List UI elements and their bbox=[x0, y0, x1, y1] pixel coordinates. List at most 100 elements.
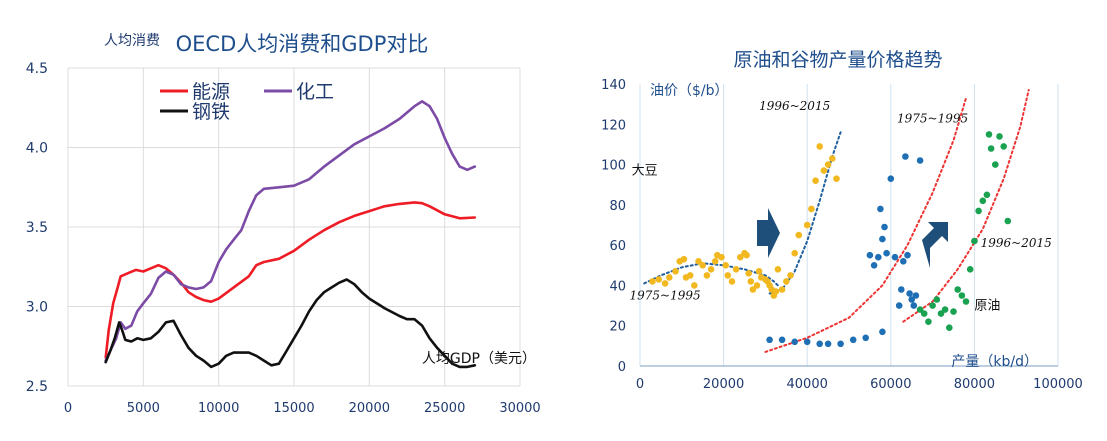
soybean-point bbox=[749, 286, 757, 293]
grain-point bbox=[975, 207, 982, 215]
soybean-point bbox=[743, 251, 750, 259]
soybean-point bbox=[816, 143, 823, 150]
crude-oil-point bbox=[902, 153, 909, 160]
soybean-point bbox=[695, 258, 702, 265]
right-ytick-label: 0 bbox=[618, 360, 626, 375]
grain-point bbox=[933, 296, 941, 303]
soybean-point bbox=[699, 262, 706, 269]
right-annotation: 大豆 bbox=[632, 164, 658, 179]
oil-trend-1996-2015 bbox=[902, 89, 1030, 323]
soybean-point bbox=[812, 177, 819, 184]
soybean-point bbox=[824, 161, 832, 168]
left-ytick-label: 2.5 bbox=[26, 379, 48, 395]
legend-label-chemical: 化工 bbox=[296, 81, 334, 103]
grain-point bbox=[958, 292, 966, 299]
soybean-point bbox=[718, 253, 725, 261]
left-ytick-label: 3.5 bbox=[26, 220, 48, 236]
grain-point bbox=[1004, 217, 1012, 225]
left-ytick-label: 4.0 bbox=[26, 141, 48, 157]
grain-point bbox=[983, 191, 991, 199]
soybean-point bbox=[707, 266, 715, 273]
steel-line bbox=[104, 278, 477, 369]
soybean-point bbox=[661, 280, 669, 287]
legend-label-steel: 钢铁 bbox=[192, 101, 230, 123]
left-xtick-label: 20000 bbox=[349, 401, 390, 416]
soybean-point bbox=[778, 286, 786, 293]
grain-point bbox=[966, 266, 974, 273]
right-annotation: 1975~1995 bbox=[897, 111, 968, 125]
soybean-point bbox=[686, 272, 694, 279]
soybean-point bbox=[787, 272, 794, 279]
soybean-point bbox=[755, 268, 763, 275]
right-ytick-label: 80 bbox=[609, 199, 626, 214]
crude-oil-point bbox=[877, 205, 884, 213]
grain-point bbox=[992, 161, 999, 168]
soybean-point bbox=[672, 268, 679, 275]
soybean-point bbox=[774, 266, 782, 273]
soybean-point bbox=[722, 262, 729, 269]
shift-arrow-right-icon bbox=[757, 208, 780, 258]
soybean-point bbox=[655, 276, 663, 283]
right-annotation: 1975~1995 bbox=[630, 289, 701, 303]
crude-oil-point bbox=[906, 290, 913, 297]
grain-point bbox=[985, 131, 993, 138]
crude-oil-point bbox=[875, 253, 882, 261]
crude-oil-point bbox=[904, 251, 911, 259]
soybean-point bbox=[666, 274, 673, 281]
left-plot-area: 0 5000 10000 15000 20000 25000 30000 2.5 3.0 3.5 4… bbox=[26, 61, 541, 416]
right-xtick-label: 20000 bbox=[703, 377, 744, 392]
crude-oil-point bbox=[912, 292, 920, 299]
crude-oil-point bbox=[849, 336, 857, 344]
crude-oil-point bbox=[791, 338, 798, 346]
crude-oil-point bbox=[887, 175, 895, 182]
shift-arrow-upright-icon bbox=[922, 222, 948, 268]
soybean-point bbox=[772, 288, 780, 295]
right-xlabel: 产量（kb/d） bbox=[951, 354, 1038, 370]
right-annotation: 原油 bbox=[974, 299, 1000, 314]
chemical-line bbox=[104, 100, 477, 362]
crude-oil-point bbox=[879, 235, 886, 243]
soybean-point bbox=[803, 221, 811, 229]
left-ylabel: 人均消费 bbox=[104, 33, 160, 49]
grain-point bbox=[954, 286, 961, 293]
right-ytick-label: 140 bbox=[601, 78, 626, 93]
soybean-point bbox=[703, 272, 711, 279]
soybean-point bbox=[783, 278, 790, 285]
grain-point bbox=[971, 237, 978, 245]
left-title: OECD人均消费和GDP对比 bbox=[176, 32, 429, 56]
crude-oil-point bbox=[908, 296, 915, 303]
crude-oil-point bbox=[910, 302, 918, 309]
soybean-point bbox=[711, 258, 719, 265]
right-plot-area: 0 20000 40000 60000 80000 100000 0 20 40 60 80 100 1… bbox=[601, 78, 1083, 392]
grain-point bbox=[962, 298, 970, 305]
crude-oil-point bbox=[803, 338, 811, 346]
right-annotation: 1996~2015 bbox=[981, 236, 1052, 250]
right-xtick-label: 100000 bbox=[1033, 377, 1083, 392]
crude-oil-point bbox=[816, 340, 823, 348]
soybean-point bbox=[732, 266, 740, 273]
left-xtick-label: 5000 bbox=[127, 401, 160, 416]
crude-oil-point bbox=[883, 249, 890, 257]
left-xtick-label: 0 bbox=[64, 401, 72, 416]
grain-point bbox=[996, 133, 1003, 140]
soybean-point bbox=[747, 278, 755, 285]
right-annotation: 1996~2015 bbox=[759, 99, 830, 113]
crude-oil-point bbox=[766, 336, 773, 344]
crude-oil-point bbox=[778, 336, 786, 344]
left-ytick-label: 4.5 bbox=[26, 61, 48, 77]
soybean-point bbox=[820, 167, 828, 174]
crude-oil-point bbox=[862, 334, 869, 342]
grain-point bbox=[979, 197, 987, 205]
crude-oil-point bbox=[898, 286, 905, 293]
right-xtick-label: 40000 bbox=[787, 377, 828, 392]
crude-oil-point bbox=[824, 340, 832, 348]
crude-oil-point bbox=[881, 223, 888, 231]
left-xtick-label: 15000 bbox=[273, 401, 314, 416]
soybean-point bbox=[680, 255, 688, 263]
soy-trend-1975-1995 bbox=[643, 262, 779, 287]
right-title: 原油和谷物产量价格趋势 bbox=[733, 49, 942, 71]
oil-trend-1975-1995 bbox=[764, 97, 967, 353]
grain-point bbox=[987, 145, 995, 152]
right-ylabel: 油价（$/b） bbox=[650, 83, 729, 99]
